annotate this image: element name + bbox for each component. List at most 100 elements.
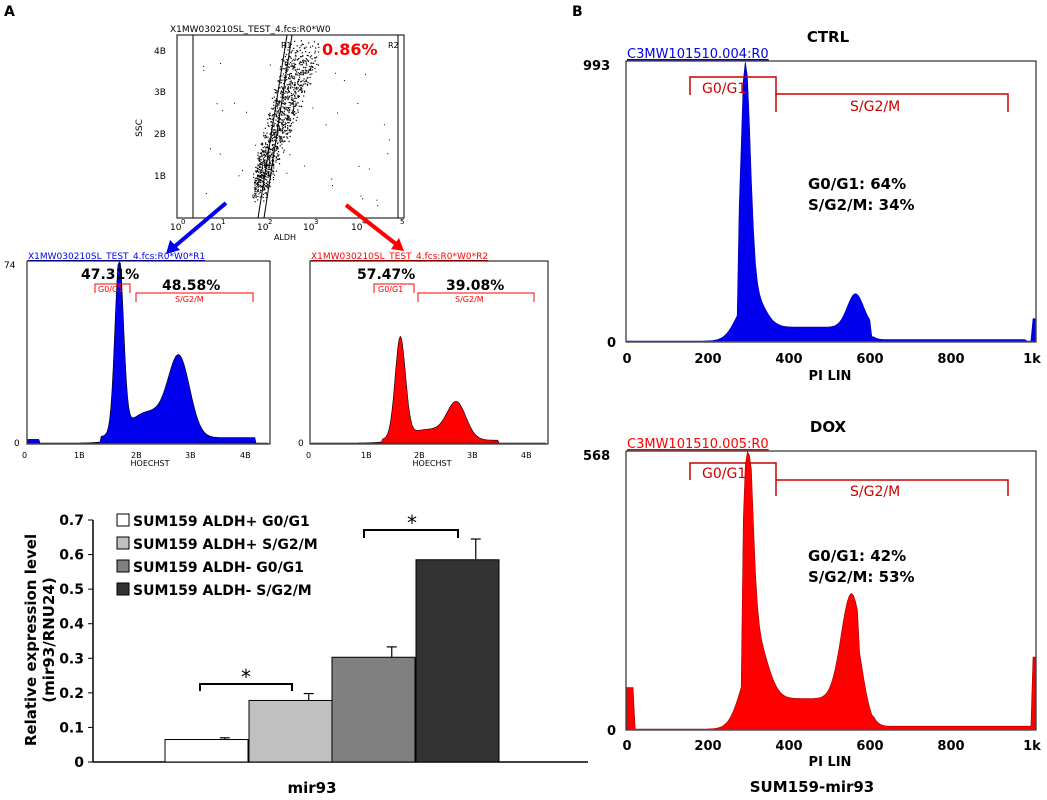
dox-histogram: DOX C3MW101510.005:R0 568 0 G0/G1 S/G2/M…: [583, 418, 1041, 770]
dox-sg2m-bracket: [775, 479, 1009, 496]
hist-red: X1MW030210SL_TEST_4.fcs:R0*W0*R2 0 57.47…: [298, 252, 549, 468]
bar-ytick-label: 0.5: [59, 582, 84, 598]
hist-blue-xtick-4: 4B: [240, 451, 251, 460]
ctrl-yzero: 0: [607, 336, 616, 351]
ctrl-histogram: CTRL C3MW101510.004:R0 993 0 G0/G1 S/G2/…: [583, 28, 1041, 384]
ctrl-xtick-1k: 1k: [1023, 352, 1041, 367]
sig-bracket-1: [199, 683, 293, 691]
dox-g0-label: G0/G1: [702, 466, 746, 482]
hist-blue-xtick-3: 3B: [185, 451, 196, 460]
ctrl-xtick-600: 600: [856, 352, 883, 367]
scatter-ytick-2b: 2B: [154, 130, 166, 140]
ctrl-title: CTRL: [807, 28, 850, 46]
scatter-percent: 0.86%: [322, 40, 378, 59]
scatter-ytick-3b: 3B: [154, 88, 166, 98]
ctrl-sg2m-label: S/G2/M: [850, 99, 900, 115]
hist-blue-g0-label: G0/G1: [98, 285, 123, 294]
ctrl-hist-area: [627, 61, 1036, 342]
panel-b-caption: SUM159-mir93: [750, 778, 875, 796]
hist-blue-g0-pct: 47.31%: [81, 267, 139, 283]
hist-blue-g0-bracket: [94, 283, 131, 293]
bar-ylabel-line1: Relative expression level: [22, 534, 40, 746]
dox-title: DOX: [810, 418, 847, 436]
hist-blue-title: X1MW030210SL_TEST_4.fcs:R0*W0*R1: [28, 252, 205, 262]
legend-swatch-2: [116, 536, 130, 550]
dox-ymax: 568: [583, 449, 610, 464]
bar-marks: [164, 538, 500, 763]
hist-blue: X1MW030210SL_TEST_4.fcs:R0*W0*R1 74 0 47…: [4, 252, 271, 468]
hist-red-g0-pct: 57.47%: [357, 267, 415, 283]
legend-label-2: SUM159 ALDH+ S/G2/M: [133, 537, 318, 553]
scatter-xtick-exp-2: 2: [268, 218, 272, 226]
gate-r1-left: [257, 34, 288, 219]
hist-red-sg2m-label: S/G2/M: [455, 295, 484, 304]
dox-xlabel: PI LIN: [809, 755, 852, 770]
hist-red-sg2m-bracket: [417, 292, 535, 302]
dox-file: C3MW101510.005:R0: [627, 437, 769, 452]
hist-red-xtick-4: 4B: [521, 451, 532, 460]
dox-g0-bracket: [689, 462, 777, 480]
bar-chart: Relative expression level (mir93/RNU24) …: [22, 511, 588, 797]
bar-ytick-label: 0.1: [59, 720, 84, 736]
dox-hist-area: [626, 451, 1036, 730]
sig-star-2: *: [407, 511, 417, 535]
hist-blue-ymax: 74: [4, 261, 16, 271]
bar-yticks: 0 0.1 0.2 0.3 0.4 0.5 0.6 0.7: [59, 513, 93, 771]
dox-xtick-800: 800: [937, 739, 964, 754]
scatter-xticks: 10 0 10 1 10 2 10 3 10 4 5: [170, 218, 404, 233]
sig-star-1: *: [241, 665, 251, 689]
scatter-xlabel: ALDH: [274, 233, 296, 242]
red-arrow: [344, 203, 404, 251]
dox-xtick-400: 400: [775, 739, 802, 754]
bar-ylabel-line2: (mir93/RNU24): [40, 577, 58, 702]
ctrl-g0-label: G0/G1: [702, 81, 746, 97]
ctrl-xtick-0: 0: [622, 352, 631, 367]
dox-sg2m-label: S/G2/M: [850, 484, 900, 500]
bar-ytick-label: 0.4: [59, 617, 84, 633]
region-r2: R2: [388, 41, 399, 50]
hist-red-area: [311, 335, 546, 444]
ctrl-frame: [625, 60, 1037, 343]
dox-yzero: 0: [607, 724, 616, 739]
panel-b-label: B: [572, 4, 583, 20]
legend-swatch-4: [116, 582, 130, 596]
hist-red-frame: [309, 260, 549, 445]
ctrl-xtick-800: 800: [937, 352, 964, 367]
hist-blue-sg2m-pct: 48.58%: [162, 278, 220, 294]
hist-red-sg2m-pct: 39.08%: [446, 278, 504, 294]
scatter-xtick-2: 10: [257, 223, 269, 233]
ctrl-stat-sg2m: S/G2/M: 34%: [808, 196, 915, 214]
ctrl-file: C3MW101510.004:R0: [627, 47, 769, 62]
hist-blue-xlabel: HOECHST: [131, 459, 170, 468]
scatter-xtick-exp-3: 3: [314, 218, 318, 226]
hist-blue-sg2m-label: S/G2/M: [175, 295, 204, 304]
scatter-dots: [203, 37, 390, 207]
scatter-ytick-4b: 4B: [154, 47, 166, 57]
ctrl-xtick-400: 400: [775, 352, 802, 367]
scatter-xtick-exp-1: 1: [221, 218, 225, 226]
hist-red-xtick-0: 0: [306, 451, 311, 460]
dox-xtick-0: 0: [622, 739, 631, 754]
hist-blue-xtick-2: 2B: [131, 451, 142, 460]
bar-ytick-label: 0.6: [59, 548, 84, 564]
scatter-xtick-4: 10: [351, 223, 363, 233]
ctrl-sg2m-bracket: [775, 93, 1009, 112]
bar-2: [248, 699, 333, 763]
scatter-xtick-exp-5: 5: [400, 218, 404, 226]
scatter-xtick-3: 10: [303, 223, 315, 233]
ctrl-xtick-200: 200: [694, 352, 721, 367]
scatter-xtick-exp-4: 4: [362, 218, 367, 226]
gate-r1-right: [263, 34, 293, 219]
ctrl-xlabel: PI LIN: [809, 369, 852, 384]
legend-swatch-3: [116, 559, 130, 573]
bar-ytick-label: 0: [74, 755, 84, 771]
scatter-title: X1MW030210SL_TEST_4.fcs:R0*W0: [170, 25, 331, 35]
hist-red-xtick-1: 1B: [361, 451, 372, 460]
hist-blue-xtick-0: 0: [22, 451, 27, 460]
bar-3: [331, 656, 416, 763]
hist-red-yzero: 0: [298, 439, 304, 449]
hist-red-xtick-2: 2B: [414, 451, 425, 460]
hist-blue-sg2m-bracket: [135, 292, 254, 302]
dox-stat-sg2m: S/G2/M: 53%: [808, 568, 915, 586]
